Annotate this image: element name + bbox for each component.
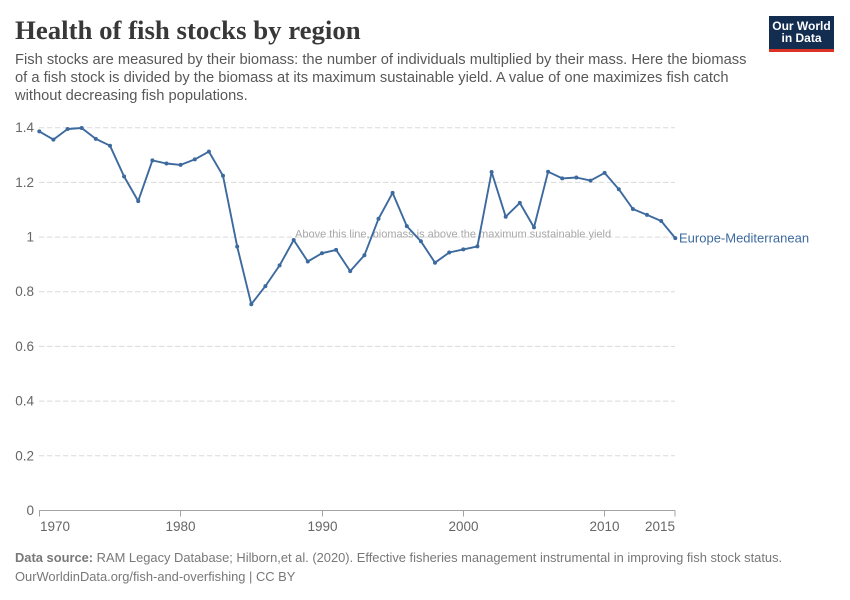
svg-text:0.6: 0.6 bbox=[15, 339, 34, 354]
svg-text:1980: 1980 bbox=[165, 519, 195, 534]
svg-text:0.4: 0.4 bbox=[15, 394, 34, 409]
svg-text:1970: 1970 bbox=[40, 519, 70, 534]
svg-text:1990: 1990 bbox=[307, 519, 337, 534]
svg-text:1: 1 bbox=[26, 230, 34, 245]
svg-text:Above this line, biomass is ab: Above this line, biomass is above the ma… bbox=[295, 229, 611, 241]
svg-text:Europe-Mediterranean: Europe-Mediterranean bbox=[679, 231, 809, 246]
svg-text:2000: 2000 bbox=[448, 519, 478, 534]
svg-text:2010: 2010 bbox=[589, 519, 619, 534]
svg-text:0.2: 0.2 bbox=[15, 448, 34, 463]
svg-text:1.4: 1.4 bbox=[15, 120, 34, 135]
svg-text:0: 0 bbox=[26, 503, 34, 518]
svg-text:0.8: 0.8 bbox=[15, 284, 34, 299]
svg-text:1.2: 1.2 bbox=[15, 175, 34, 190]
svg-text:2015: 2015 bbox=[645, 519, 675, 534]
